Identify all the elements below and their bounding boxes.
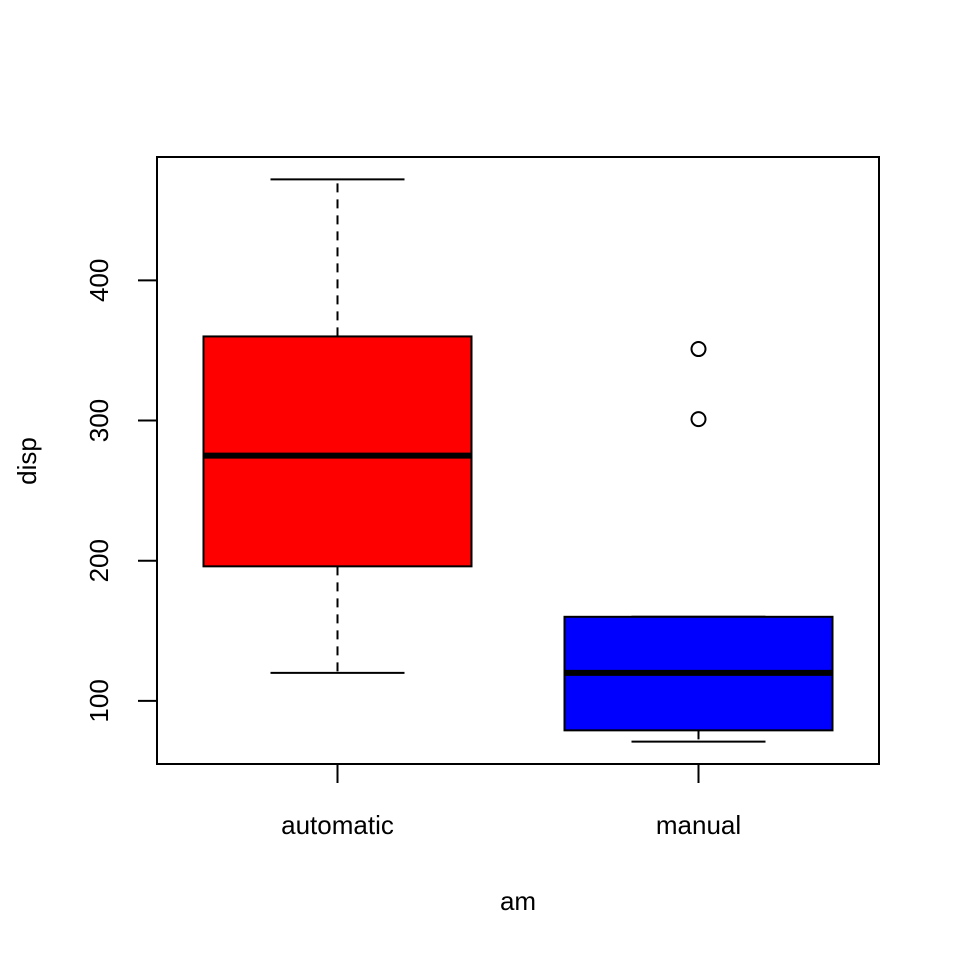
y-axis-title: disp <box>12 437 42 485</box>
box-manual <box>563 341 834 743</box>
x-axis: automatic manual <box>281 764 741 840</box>
y-tick-label: 300 <box>84 399 114 442</box>
y-axis: 100 200 300 400 <box>84 259 158 723</box>
outlier-point <box>690 341 707 358</box>
plot-layer <box>202 178 834 743</box>
y-tick-label: 100 <box>84 679 114 722</box>
box-automatic <box>202 178 473 674</box>
y-tick-label: 400 <box>84 259 114 302</box>
x-tick-label-automatic: automatic <box>281 810 394 840</box>
x-tick-label-manual: manual <box>656 810 741 840</box>
iqr-box <box>202 335 473 568</box>
y-tick-label: 200 <box>84 539 114 582</box>
x-axis-title: am <box>500 886 536 916</box>
outlier-point <box>690 411 707 428</box>
